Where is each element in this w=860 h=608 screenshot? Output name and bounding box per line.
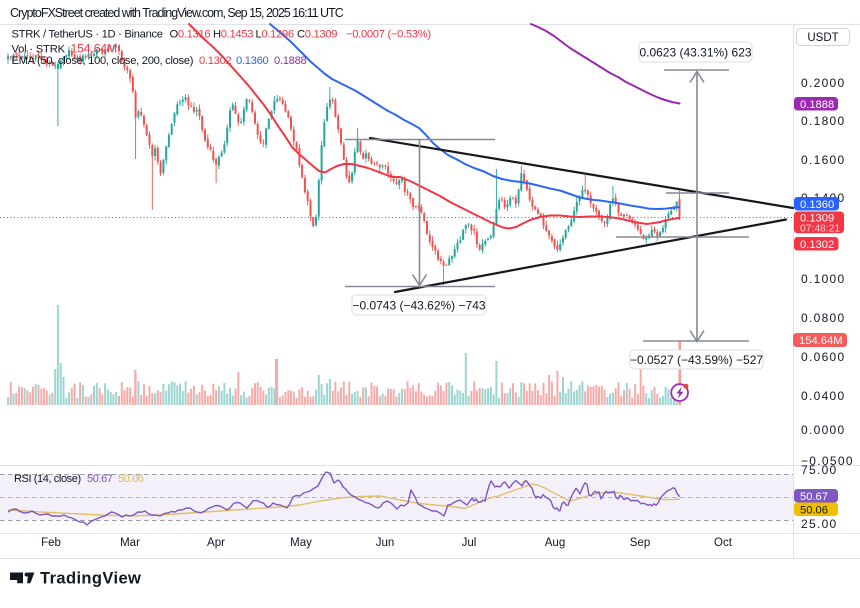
svg-text:0.1600: 0.1600 [801, 153, 846, 167]
svg-text:USDT: USDT [807, 32, 838, 44]
svg-text:0.1309: 0.1309 [800, 213, 834, 225]
svg-text:Jun: Jun [376, 537, 395, 549]
svg-text:TradingView: TradingView [40, 570, 141, 588]
svg-text:−0.0527 (−43.59%) −527: −0.0527 (−43.59%) −527 [630, 353, 763, 367]
svg-text:Feb: Feb [41, 537, 61, 549]
svg-text:0.1800: 0.1800 [801, 114, 846, 128]
svg-text:0.0623 (43.31%) 623: 0.0623 (43.31%) 623 [639, 45, 751, 59]
svg-text:0.1000: 0.1000 [801, 272, 846, 286]
svg-text:25.00: 25.00 [801, 517, 838, 531]
svg-text:Sep: Sep [630, 537, 650, 549]
svg-text:0.0800: 0.0800 [801, 311, 846, 325]
svg-text:50.06: 50.06 [800, 504, 828, 516]
svg-text:CryptoFXStreet created with Tr: CryptoFXStreet created with TradingView.… [10, 6, 344, 20]
svg-text:0.1302: 0.1302 [800, 239, 834, 251]
svg-text:STRK / TetherUS · 1D · Binance: STRK / TetherUS · 1D · Binance O0.1316 H0.… [12, 29, 432, 41]
svg-text:Apr: Apr [207, 537, 225, 549]
svg-text:75.00: 75.00 [801, 463, 838, 477]
svg-text:−0.0500: −0.0500 [801, 454, 854, 468]
svg-text:50.67: 50.67 [800, 491, 828, 503]
svg-text:0.2000: 0.2000 [801, 76, 846, 90]
svg-text:0.0600: 0.0600 [801, 350, 846, 364]
svg-text:Jul: Jul [462, 537, 477, 549]
svg-text:Oct: Oct [714, 537, 733, 549]
svg-text:0.0000: 0.0000 [801, 423, 846, 437]
svg-text:0.1360: 0.1360 [800, 199, 834, 211]
svg-text:EMA (50, close, 100, close, 20: EMA (50, close, 100, close, 200, close) 0… [12, 55, 307, 67]
svg-text:May: May [290, 537, 312, 549]
svg-text:Aug: Aug [545, 537, 565, 549]
svg-text:−0.0743 (−43.62%) −743: −0.0743 (−43.62%) −743 [352, 298, 485, 312]
svg-text:07:48:21: 07:48:21 [800, 224, 840, 235]
svg-text:154.64M: 154.64M [799, 335, 843, 347]
svg-text:0.1888: 0.1888 [800, 99, 834, 111]
svg-text:Mar: Mar [120, 537, 140, 549]
svg-text:0.0400: 0.0400 [801, 389, 846, 403]
